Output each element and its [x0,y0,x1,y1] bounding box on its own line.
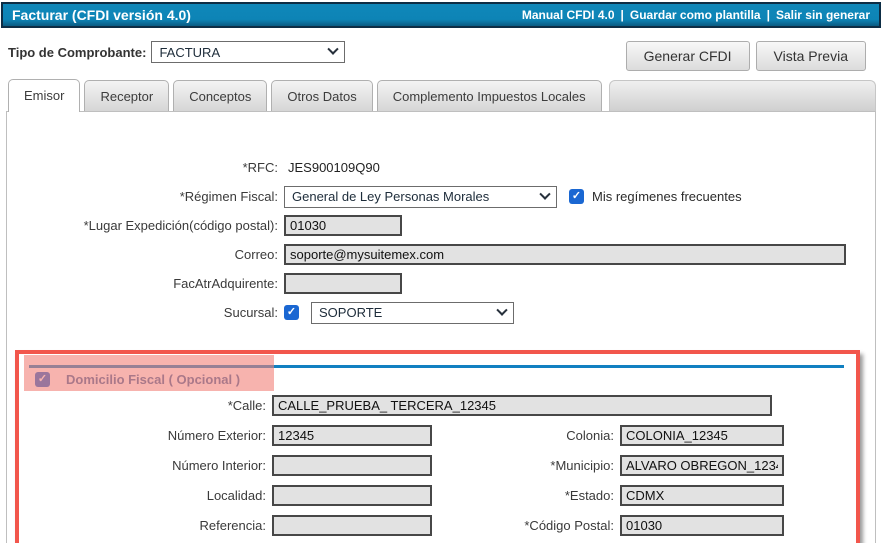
referencia-label: Referencia: [199,518,266,533]
title-bar: Facturar (CFDI versión 4.0) Manual CFDI … [1,2,881,28]
tab-strip-filler [608,80,876,111]
lugar-expedicion-row: *Lugar Expedición(código postal): [7,214,875,237]
facatradquirente-label: FacAtrAdquirente: [173,276,278,291]
mis-regimenes-checkbox[interactable] [569,189,584,204]
facatradquirente-input[interactable] [284,273,402,294]
vista-previa-button[interactable]: Vista Previa [755,41,866,71]
chevron-down-icon [327,43,340,55]
regimen-fiscal-select[interactable]: General de Ley Personas Morales [284,185,557,208]
correo-row: Correo: [7,243,875,266]
link-separator: | [766,8,770,22]
tipo-comprobante-value: FACTURA [159,44,221,60]
header-links: Manual CFDI 4.0 | Guardar como plantilla… [522,8,870,22]
rfc-label: *RFC: [242,160,278,175]
referencia-codigo-postal-row: Referencia: *Código Postal: [19,514,856,537]
numero-interior-municipio-row: Número Interior: *Municipio: [19,454,856,477]
correo-input[interactable] [284,244,846,265]
referencia-input[interactable] [272,515,432,536]
tab-conceptos[interactable]: Conceptos [173,80,268,111]
estado-input[interactable] [620,485,784,506]
correo-label: Correo: [234,247,278,262]
rfc-value: JES900109Q90 [288,160,380,175]
chevron-down-icon [496,304,508,316]
numero-interior-label: Número Interior: [172,458,266,473]
generar-cfdi-button[interactable]: Generar CFDI [625,41,750,71]
localidad-estado-row: Localidad: *Estado: [19,484,856,507]
sucursal-value: SOPORTE [319,305,383,320]
tipo-comprobante-label: Tipo de Comprobante: [8,44,147,60]
lugar-expedicion-input[interactable] [284,215,402,236]
calle-row: *Calle: [19,394,856,417]
colonia-label: Colonia: [566,428,614,443]
tab-emisor[interactable]: Emisor [8,79,81,112]
municipio-input[interactable] [620,455,784,476]
localidad-input[interactable] [272,485,432,506]
numero-interior-input[interactable] [272,455,432,476]
chevron-down-icon [539,188,551,200]
colonia-input[interactable] [620,425,784,446]
manual-cfdi-link[interactable]: Manual CFDI 4.0 [521,8,615,22]
tab-otros-datos[interactable]: Otros Datos [271,80,373,111]
regimen-fiscal-row: *Régimen Fiscal: General de Ley Personas… [7,185,875,208]
tab-strip: Emisor Receptor Conceptos Otros Datos Co… [6,79,876,112]
domicilio-fiscal-title: Domicilio Fiscal ( Opcional ) [66,372,241,387]
numero-exterior-input[interactable] [272,425,432,446]
emisor-panel: *RFC: JES900109Q90 *Régimen Fiscal: Gene… [6,111,876,543]
localidad-label: Localidad: [206,488,266,503]
tab-complemento-impuestos-locales[interactable]: Complemento Impuestos Locales [376,80,602,111]
codigo-postal-input[interactable] [620,515,784,536]
sucursal-select[interactable]: SOPORTE [311,301,514,324]
lugar-expedicion-label: *Lugar Expedición(código postal): [83,218,278,233]
regimen-fiscal-value: General de Ley Personas Morales [292,189,490,204]
sucursal-label: Sucursal: [223,305,278,320]
rfc-row: *RFC: JES900109Q90 [7,156,875,179]
tab-receptor[interactable]: Receptor [84,80,170,111]
toolbar: Tipo de Comprobante: FACTURA Generar CFD… [8,41,874,71]
facatradquirente-row: FacAtrAdquirente: [7,272,875,295]
calle-label: *Calle: [227,398,266,413]
regimen-fiscal-label: *Régimen Fiscal: [179,189,278,204]
codigo-postal-label: *Código Postal: [524,518,614,533]
numero-exterior-label: Número Exterior: [167,428,266,443]
sucursal-checkbox[interactable] [284,305,299,320]
sucursal-row: Sucursal: SOPORTE [7,301,875,324]
calle-input[interactable] [272,395,772,416]
link-separator: | [620,8,624,22]
tipo-comprobante-select[interactable]: FACTURA [151,41,346,63]
estado-label: *Estado: [564,488,614,503]
domicilio-fiscal-checkbox[interactable] [35,372,50,387]
section-divider-line [29,365,844,368]
salir-sin-generar-link[interactable]: Salir sin generar [775,8,870,22]
mis-regimenes-label: Mis regímenes frecuentes [592,189,742,204]
guardar-plantilla-link[interactable]: Guardar como plantilla [629,8,761,22]
numero-exterior-colonia-row: Número Exterior: Colonia: [19,424,856,447]
page-title: Facturar (CFDI versión 4.0) [12,7,191,23]
domicilio-header: Domicilio Fiscal ( Opcional ) [19,355,856,394]
domicilio-fiscal-section: Domicilio Fiscal ( Opcional ) *Calle: Nú… [15,350,860,543]
municipio-label: *Municipio: [550,458,614,473]
